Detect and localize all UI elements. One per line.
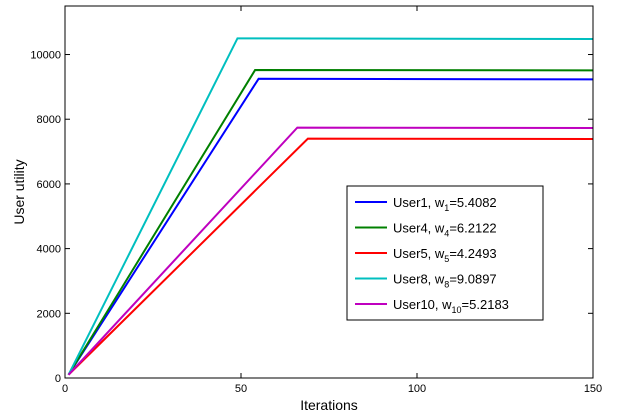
- legend-entry: User5, w5=4.2493: [393, 246, 497, 264]
- y-tick-label: 6000: [37, 179, 61, 191]
- series-line-4: [67, 37, 594, 376]
- y-tick-label: 4000: [37, 244, 61, 256]
- y-tick-label: 8000: [37, 114, 61, 126]
- y-tick-label: 0: [55, 373, 61, 385]
- x-tick-label: 150: [584, 383, 602, 395]
- x-axis-label: Iterations: [300, 397, 358, 413]
- series-line-2: [67, 69, 594, 376]
- series-lines: [67, 37, 594, 376]
- series-line-3: [67, 137, 594, 376]
- axis-ticks: 0 50 100 150 0 2000 4000 6000 8000 10000: [30, 6, 602, 395]
- x-tick-label: 100: [408, 383, 426, 395]
- x-tick-label: 50: [235, 383, 247, 395]
- y-tick-label: 10000: [30, 50, 61, 62]
- series-line-5: [67, 126, 594, 376]
- legend-entry: User1, w1=5.4082: [393, 195, 497, 213]
- plot-area-frame: [64, 5, 594, 379]
- legend-entry: User10, w10=5.2183: [393, 297, 509, 315]
- legend-entry: User4, w4=6.2122: [393, 221, 497, 239]
- series-line-1: [67, 77, 594, 376]
- legend: User1, w1=5.4082 User4, w4=6.2122 User5, w…: [346, 185, 544, 321]
- y-axis-label: User utility: [11, 159, 27, 224]
- x-tick-label: 0: [62, 383, 68, 395]
- y-tick-label: 2000: [37, 308, 61, 320]
- legend-entry: User8, w8=9.0897: [393, 272, 497, 290]
